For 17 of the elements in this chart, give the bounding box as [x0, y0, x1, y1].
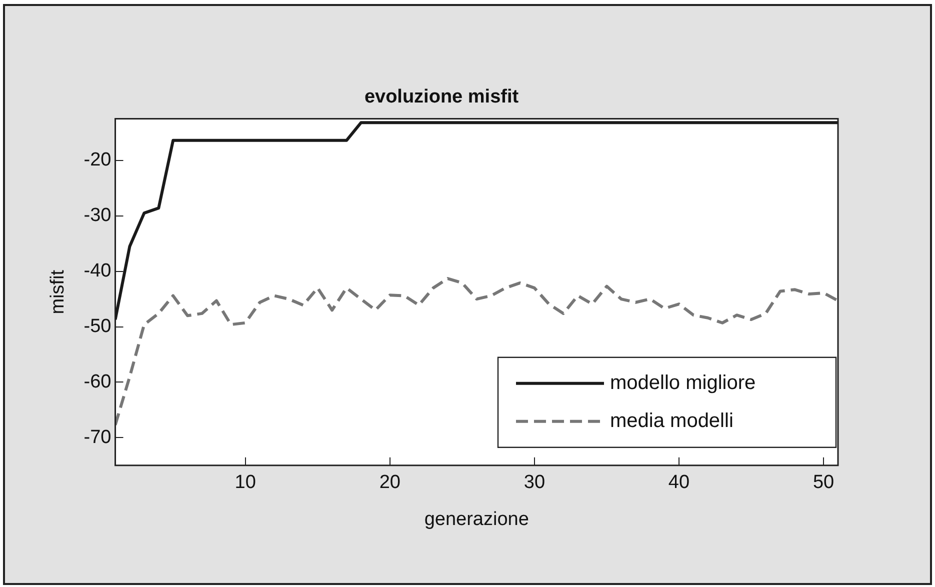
- y-tick-label: -70: [84, 426, 112, 448]
- y-tick-label: -30: [84, 205, 112, 226]
- x-tick-label: 20: [379, 472, 400, 494]
- x-tick-label: 40: [668, 472, 690, 494]
- x-tick-label: 10: [234, 472, 256, 494]
- line-series: [115, 277, 838, 426]
- y-tick-label: -40: [84, 260, 112, 282]
- legend-label: media modelli: [610, 410, 734, 432]
- x-axis-title: generazione: [424, 508, 529, 530]
- y-tick-label: -60: [84, 371, 112, 392]
- x-tick-label: 30: [524, 472, 546, 494]
- chart-title: evoluzione misfit: [364, 86, 520, 108]
- y-tick-label: -20: [84, 150, 112, 171]
- legend-label: modello migliore: [610, 372, 756, 394]
- y-tick-label: -50: [84, 316, 112, 337]
- y-axis-title: misfit: [48, 269, 69, 314]
- x-tick-label: 50: [812, 472, 834, 494]
